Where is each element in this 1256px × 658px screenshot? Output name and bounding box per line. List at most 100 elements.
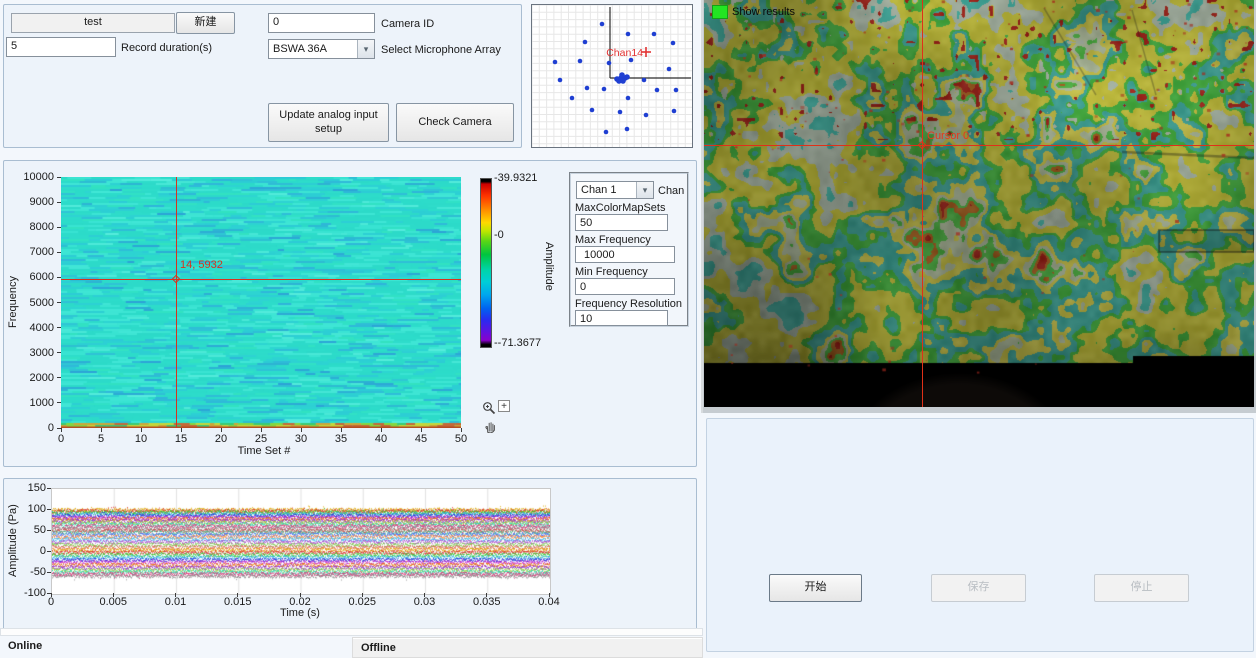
spectrogram-cursor-vline[interactable]: [176, 177, 177, 428]
colorbar-zero-label: -0: [494, 229, 504, 241]
x-tick-label: 0.04: [529, 596, 569, 608]
y-tick-label: 10000: [4, 171, 54, 183]
x-tick-label: 50: [449, 433, 473, 445]
y-tick-label: 50: [18, 524, 46, 536]
x-tick-label: 40: [369, 433, 393, 445]
x-tick-label: 10: [129, 433, 153, 445]
x-tick-mark: [421, 428, 422, 432]
pan-hand-tool-icon[interactable]: [483, 419, 497, 433]
colorbar-title: Amplitude: [542, 191, 556, 341]
mic-array-select[interactable]: BSWA 36A ▾: [268, 39, 375, 59]
mic-array-display: Chan14: [531, 4, 693, 148]
x-tick-mark: [141, 428, 142, 432]
waveform-panel: Amplitude (Pa) 150100500-50-10000.0050.0…: [3, 478, 697, 631]
y-tick-mark: [57, 252, 61, 253]
y-tick-mark: [47, 551, 51, 552]
zoom-tool-icon[interactable]: [482, 401, 496, 415]
cursor-tool-icon[interactable]: +: [498, 400, 510, 412]
x-tick-label: 0.005: [93, 596, 133, 608]
y-tick-label: 8000: [4, 221, 54, 233]
camera-id-field[interactable]: 0: [268, 13, 375, 33]
y-tick-mark: [57, 377, 61, 378]
x-tick-mark: [381, 428, 382, 432]
x-tick-label: 0: [31, 596, 71, 608]
online-status-label: Online: [8, 640, 42, 653]
spectrogram-plot[interactable]: [61, 177, 461, 428]
save-button[interactable]: 保存: [931, 574, 1026, 602]
chevron-down-icon[interactable]: ▾: [636, 182, 653, 198]
channel-label: Chan: [658, 185, 684, 198]
y-tick-mark: [47, 509, 51, 510]
chevron-down-icon[interactable]: ▾: [357, 40, 374, 58]
offline-status-bar: Offline: [352, 637, 703, 658]
y-tick-mark: [47, 488, 51, 489]
camera-cursor-hline[interactable]: [704, 145, 1254, 146]
x-tick-label: 30: [289, 433, 313, 445]
y-tick-label: 0: [18, 545, 46, 557]
x-tick-label: 25: [249, 433, 273, 445]
spectrogram-cursor-hline[interactable]: [61, 279, 461, 280]
max-frequency-label: Max Frequency: [575, 234, 651, 247]
y-tick-mark: [57, 177, 61, 178]
camera-cursor-label: Cursor 0: [927, 130, 969, 143]
acoustic-camera-app: test 新建 5 Record duration(s) 0 Camera ID…: [0, 0, 1256, 658]
y-tick-mark: [57, 352, 61, 353]
camera-cursor-vline[interactable]: [922, 0, 923, 407]
x-tick-label: 0.015: [218, 596, 258, 608]
svg-text:Chan14: Chan14: [606, 47, 643, 59]
y-tick-mark: [57, 202, 61, 203]
x-tick-label: 5: [89, 433, 113, 445]
min-frequency-field[interactable]: 0: [575, 278, 675, 295]
channel-select[interactable]: Chan 1 ▾: [576, 181, 654, 199]
max-frequency-field[interactable]: 10000: [575, 246, 675, 263]
y-tick-label: 4000: [4, 322, 54, 334]
channel-selected-value: Chan 1: [577, 182, 636, 198]
waveform-plot[interactable]: [51, 488, 551, 595]
show-results-checkbox[interactable]: [712, 5, 728, 19]
x-tick-label: 20: [209, 433, 233, 445]
status-divider: [0, 628, 703, 636]
x-tick-mark: [301, 428, 302, 432]
x-tick-label: 0.03: [405, 596, 445, 608]
camera-image[interactable]: [704, 0, 1254, 407]
colorbar-max-label: -39.9321: [494, 172, 537, 184]
start-button[interactable]: 开始: [769, 574, 862, 602]
offline-status-label: Offline: [361, 642, 396, 654]
processing-controls-panel: Chan 1 ▾ Chan MaxColorMapSets 50 Max Fre…: [569, 172, 689, 327]
x-tick-mark: [221, 428, 222, 432]
y-tick-mark: [57, 227, 61, 228]
record-duration-field[interactable]: 5: [6, 37, 116, 57]
update-analog-input-button[interactable]: Update analog input setup: [268, 103, 389, 142]
y-tick-label: 100: [18, 503, 46, 515]
x-tick-mark: [261, 428, 262, 432]
spectrogram-cursor-label: 14, 5932: [180, 259, 223, 272]
new-project-button[interactable]: 新建: [176, 12, 235, 34]
max-colormap-field[interactable]: 50: [575, 214, 668, 231]
frequency-resolution-label: Frequency Resolution: [575, 298, 682, 311]
camera-view-container: Cursor 0 Show results: [701, 0, 1256, 413]
frequency-resolution-field[interactable]: 10: [575, 310, 668, 326]
y-tick-mark: [57, 277, 61, 278]
y-tick-mark: [57, 302, 61, 303]
x-tick-mark: [61, 428, 62, 432]
mic-array-label: Select Microphone Array: [381, 44, 501, 57]
y-tick-mark: [47, 530, 51, 531]
x-tick-mark: [461, 428, 462, 432]
show-results-label: Show results: [732, 6, 795, 19]
y-tick-label: 0: [4, 422, 54, 434]
x-tick-label: 45: [409, 433, 433, 445]
y-tick-label: 1000: [4, 397, 54, 409]
x-tick-label: 0.025: [342, 596, 382, 608]
x-tick-label: 0: [49, 433, 73, 445]
y-tick-label: 2000: [4, 372, 54, 384]
mic-array-scatter[interactable]: Chan14: [532, 5, 692, 147]
x-tick-label: 15: [169, 433, 193, 445]
x-tick-label: 0.035: [467, 596, 507, 608]
stop-button[interactable]: 停止: [1094, 574, 1189, 602]
amplitude-colorbar[interactable]: [480, 178, 492, 348]
x-tick-mark: [101, 428, 102, 432]
camera-id-label: Camera ID: [381, 18, 434, 31]
check-camera-button[interactable]: Check Camera: [396, 103, 514, 142]
project-name-field[interactable]: test: [11, 13, 175, 33]
y-tick-label: 7000: [4, 246, 54, 258]
